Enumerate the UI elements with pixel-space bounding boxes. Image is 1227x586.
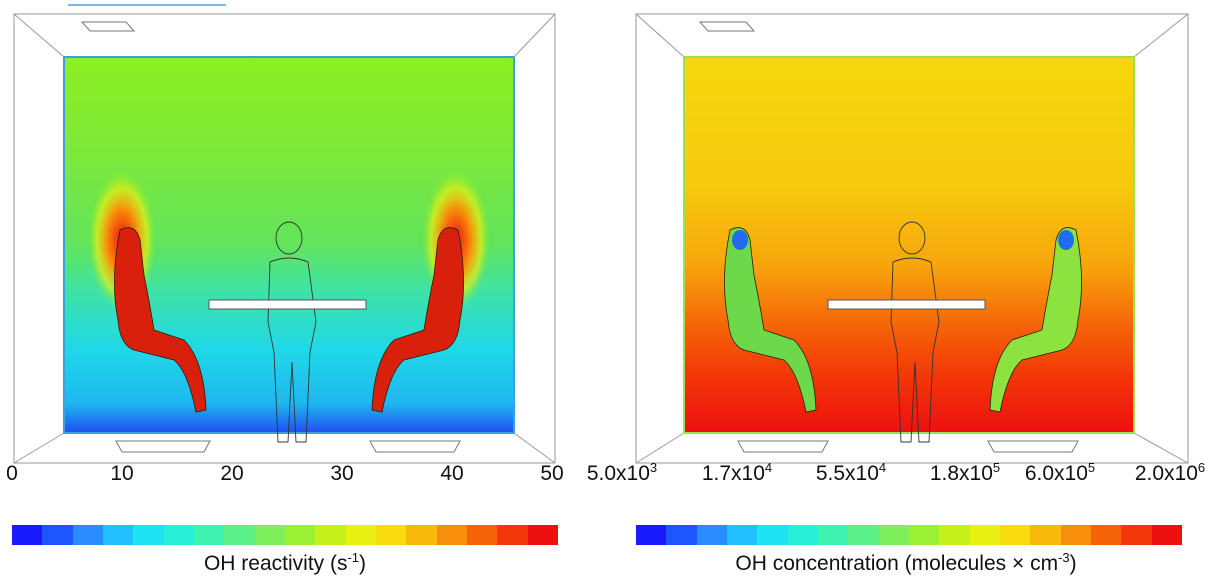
colorbar-swatch: [102, 525, 134, 545]
standing-person-center-conc: [890, 221, 940, 443]
seated-person-right-conc: [989, 227, 1082, 413]
reactivity-tick: 10: [110, 462, 134, 485]
colorbar-swatch: [375, 525, 407, 545]
colorbar-swatch: [42, 525, 73, 545]
colorbar-swatch: [406, 525, 437, 545]
concentration-tick-base: 2.0x10: [1134, 462, 1198, 485]
colorbar-swatch: [345, 525, 376, 545]
colorbar-swatch: [878, 525, 909, 545]
colorbar-swatch: [193, 525, 225, 545]
reactivity-label-text: OH reactivity (s: [203, 552, 348, 575]
colorbar-swatch: [497, 525, 528, 545]
reactivity-label-exponent: -1: [347, 550, 360, 565]
colorbar-swatch: [1030, 525, 1061, 545]
colorbar-swatch: [1121, 525, 1152, 545]
concentration-tick-exp: 4: [764, 460, 773, 475]
concentration-tick: 2.0x106: [1134, 460, 1206, 486]
concentration-tick-exp: 4: [878, 460, 887, 475]
vent-panels-right: [698, 21, 1079, 453]
concentration-tick-exp: 5: [992, 460, 1001, 475]
concentration-tick-exp: 5: [1087, 460, 1096, 475]
reactivity-tick: 50: [540, 462, 564, 485]
concentration-tick: 6.0x105: [1024, 460, 1096, 486]
colorbar-swatch: [72, 525, 103, 545]
standing-person-center: [267, 221, 317, 443]
colorbar-swatch: [436, 525, 467, 545]
concentration-tick: 5.0x103: [586, 460, 658, 486]
colorbar-swatch: [12, 525, 43, 545]
colorbar-swatch: [1090, 525, 1122, 545]
colorbar-swatch: [939, 525, 970, 545]
colorbar-swatch: [787, 525, 818, 545]
colorbar-swatch: [163, 525, 194, 545]
colorbar-swatch: [466, 525, 498, 545]
concentration-label-exponent: -3: [1058, 550, 1070, 565]
concentration-label-tail: ): [1069, 552, 1077, 575]
room-outline-right: [635, 13, 1189, 464]
colorbar-swatch: [666, 525, 697, 545]
reactivity-colorbar-label: OH reactivity (s-1): [203, 550, 367, 576]
colorbar-swatch: [527, 525, 558, 545]
colorbar-swatch: [757, 525, 788, 545]
colorbar-swatch: [999, 525, 1031, 545]
concentration-tick: 5.5x104: [815, 460, 887, 486]
colorbar-swatch: [726, 525, 758, 545]
table-right: [827, 299, 986, 310]
concentration-tick-base: 1.8x10: [929, 462, 993, 485]
seated-person-left: [114, 227, 207, 413]
colorbar-swatch: [284, 525, 316, 545]
colorbar-swatch: [848, 525, 879, 545]
colorbar-swatch: [817, 525, 849, 545]
table: [208, 299, 367, 310]
room-outline: [13, 4, 556, 464]
colorbar-swatch: [1060, 525, 1091, 545]
colorbar-swatch: [315, 525, 346, 545]
oh-reactivity-room-plot: [13, 4, 556, 464]
concentration-tick-base: 5.0x10: [586, 462, 650, 485]
seated-person-left-conc: [724, 227, 817, 413]
reactivity-tick: 0: [6, 462, 18, 485]
concentration-tick-exp: 3: [649, 460, 658, 475]
concentration-tick-base: 1.7x10: [701, 462, 765, 485]
colorbar-swatch: [969, 525, 1000, 545]
colorbar-swatch: [1151, 525, 1182, 545]
vent-panels: [80, 21, 461, 453]
concentration-colorbar: [636, 525, 1182, 545]
seated-person-right: [371, 227, 464, 413]
concentration-tick-base: 5.5x10: [815, 462, 879, 485]
reactivity-tick: 40: [440, 462, 464, 485]
concentration-colorbar-label: OH concentration (molecules × cm-3): [735, 550, 1077, 576]
reactivity-tick: 30: [330, 462, 354, 485]
concentration-tick-exp: 6: [1197, 460, 1206, 475]
colorbar-swatch: [224, 525, 255, 545]
colorbar-swatch: [696, 525, 727, 545]
concentration-tick: 1.8x105: [929, 460, 1001, 486]
colorbar-swatch: [133, 525, 164, 545]
concentration-tick-base: 6.0x10: [1024, 462, 1088, 485]
oh-concentration-room-plot: [635, 13, 1189, 464]
reactivity-label-tail: ): [359, 552, 367, 575]
colorbar-swatch: [254, 525, 285, 545]
concentration-tick: 1.7x104: [701, 460, 773, 486]
colorbar-swatch: [636, 525, 667, 545]
concentration-label-text: OH concentration (molecules × cm: [735, 552, 1059, 575]
colorbar-swatch: [908, 525, 940, 545]
reactivity-colorbar: [12, 525, 558, 545]
reactivity-tick: 20: [220, 462, 244, 485]
